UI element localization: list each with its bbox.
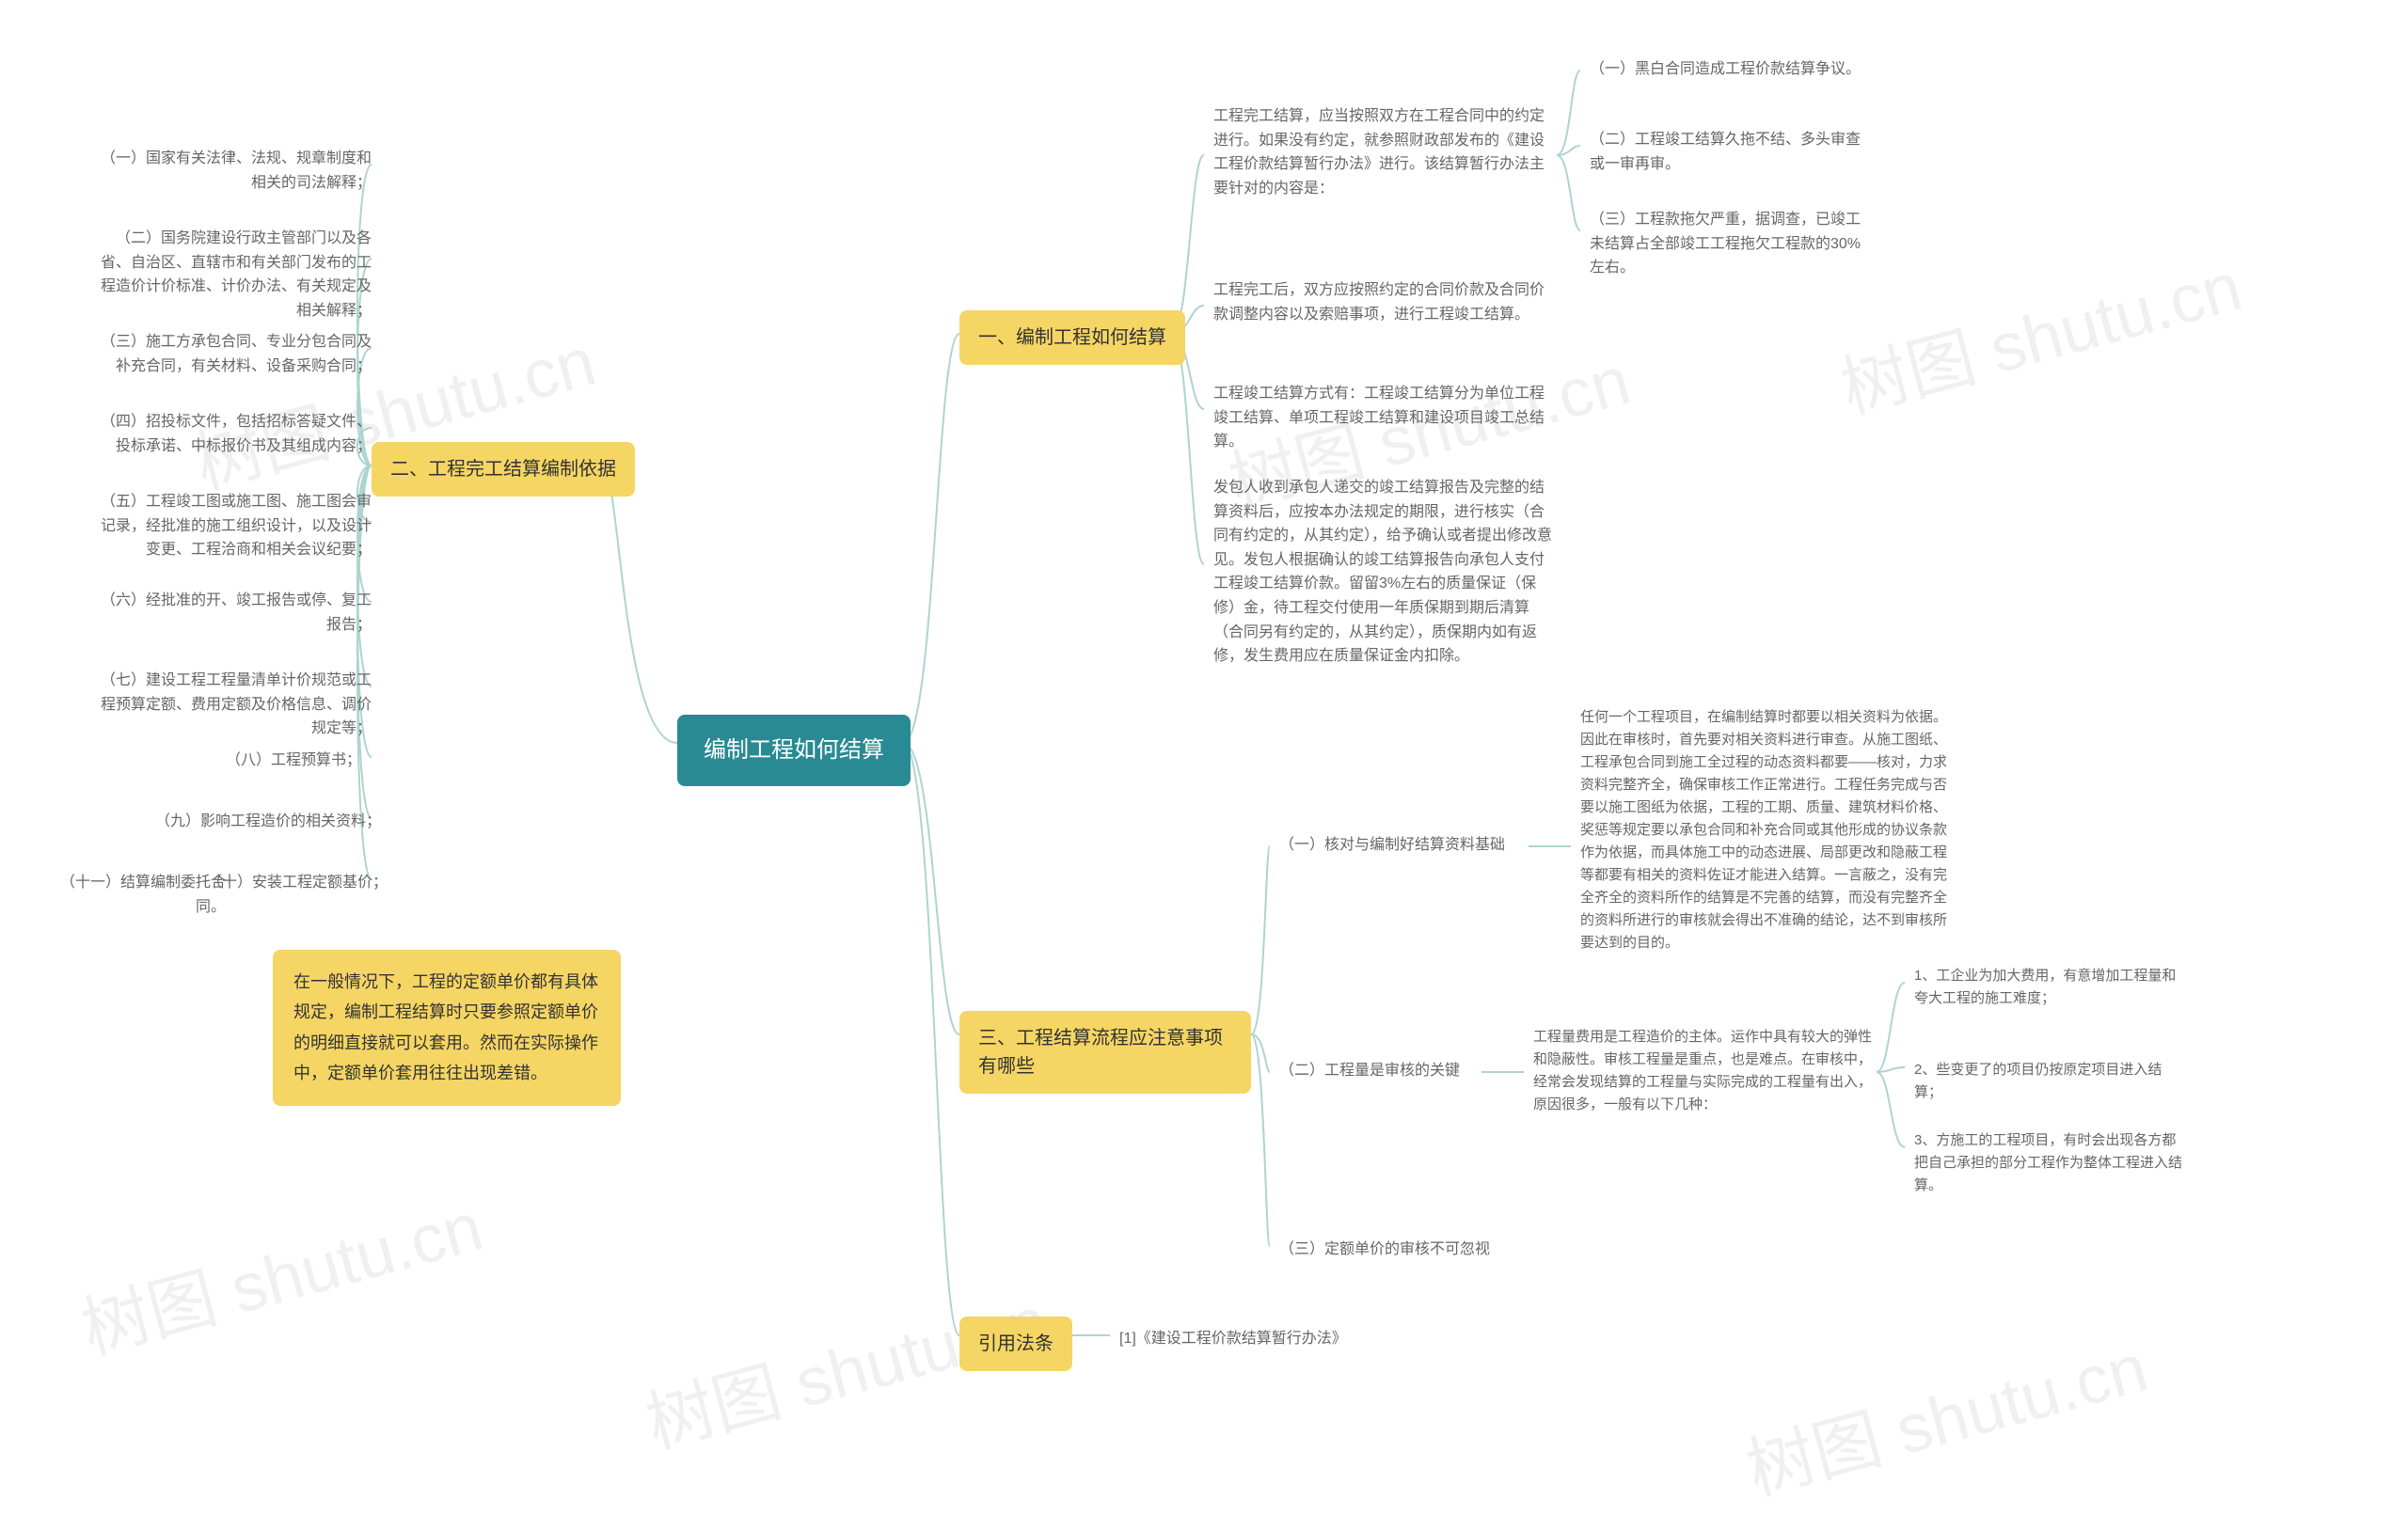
leaf-node: （七）建设工程工程量清单计价规范或工程预算定额、费用定额及价格信息、调价规定等； <box>89 663 381 747</box>
leaf-node: （六）经批准的开、竣工报告或停、复工报告； <box>89 583 381 642</box>
watermark: 树图 shutu.cn <box>1829 230 2251 432</box>
info-box: 在一般情况下，工程的定额单价都有具体规定，编制工程结算时只要参照定额单价的明细直… <box>273 950 621 1106</box>
leaf-node: （一）核对与编制好结算资料基础 <box>1270 828 1514 863</box>
leaf-node: （三）施工方承包合同、专业分包合同及补充合同，有关材料、设备采购合同； <box>89 324 381 384</box>
leaf-node: （十一）结算编制委托合同。 <box>47 865 235 924</box>
leaf-node: （二）工程竣工结算久拖不结、多头审查或一审再审。 <box>1580 122 1872 181</box>
root-node[interactable]: 编制工程如何结算 <box>677 715 911 786</box>
leaf-node: （五）工程竣工图或施工图、施工图会审记录，经批准的施工组织设计，以及设计变更、工… <box>89 484 381 568</box>
leaf-node: 2、些变更了的项目仍按原定项目进入结算； <box>1905 1053 2196 1110</box>
leaf-node: 1、工企业为加大费用，有意增加工程量和夸大工程的施工难度； <box>1905 959 2196 1016</box>
leaf-node: 工程完工结算，应当按照双方在工程合同中的约定进行。如果没有约定，就参照财政部发布… <box>1204 99 1561 206</box>
leaf-node: 工程完工后，双方应按照约定的合同价款及合同价款调整内容以及索赔事项，进行工程竣工… <box>1204 273 1561 332</box>
leaf-node: （一）国家有关法律、法规、规章制度和相关的司法解释； <box>89 141 381 200</box>
leaf-node: 工程竣工结算方式有：工程竣工结算分为单位工程竣工结算、单项工程竣工结算和建设项目… <box>1204 376 1561 460</box>
leaf-node: （八）工程预算书； <box>216 743 371 779</box>
leaf-node: 3、方施工的工程项目，有时会出现各方都把自己承担的部分工程作为整体工程进入结算。 <box>1905 1124 2196 1203</box>
leaf-node: （一）黑白合同造成工程价款结算争议。 <box>1580 52 1870 87</box>
branch-node-4[interactable]: 引用法条 <box>959 1317 1072 1371</box>
branch-node-1[interactable]: 一、编制工程如何结算 <box>959 310 1185 365</box>
leaf-node: （三）工程款拖欠严重，据调查，已竣工未结算占全部竣工工程拖欠工程款的30%左右。 <box>1580 202 1872 286</box>
branch-node-2[interactable]: 二、工程完工结算编制依据 <box>372 442 635 497</box>
leaf-node: 发包人收到承包人递交的竣工结算报告及完整的结算资料后，应按本办法规定的期限，进行… <box>1204 470 1561 674</box>
branch-node-3[interactable]: 三、工程结算流程应注意事项有哪些 <box>959 1011 1251 1094</box>
watermark: 树图 shutu.cn <box>70 1171 492 1372</box>
leaf-node: （三）定额单价的审核不可忽视 <box>1270 1232 1499 1268</box>
leaf-node: （二）工程量是审核的关键 <box>1270 1053 1469 1089</box>
leaf-node: （九）影响工程造价的相关资料； <box>146 804 390 840</box>
leaf-node: （四）招投标文件，包括招标答疑文件、投标承诺、中标报价书及其组成内容； <box>89 404 381 464</box>
watermark: 树图 shutu.cn <box>1735 1312 2157 1513</box>
leaf-node: （二）国务院建设行政主管部门以及各省、自治区、直辖市和有关部门发布的工程造价计价… <box>89 221 381 328</box>
leaf-node: [1]《建设工程价款结算暂行办法》 <box>1110 1321 1356 1357</box>
leaf-desc: 工程量费用是工程造价的主体。运作中具有较大的弹性和隐蔽性。审核工程量是重点，也是… <box>1524 1020 1881 1122</box>
leaf-desc: 任何一个工程项目，在编制结算时都要以相关资料为依据。因此在审核时，首先要对相关资… <box>1571 701 1966 960</box>
